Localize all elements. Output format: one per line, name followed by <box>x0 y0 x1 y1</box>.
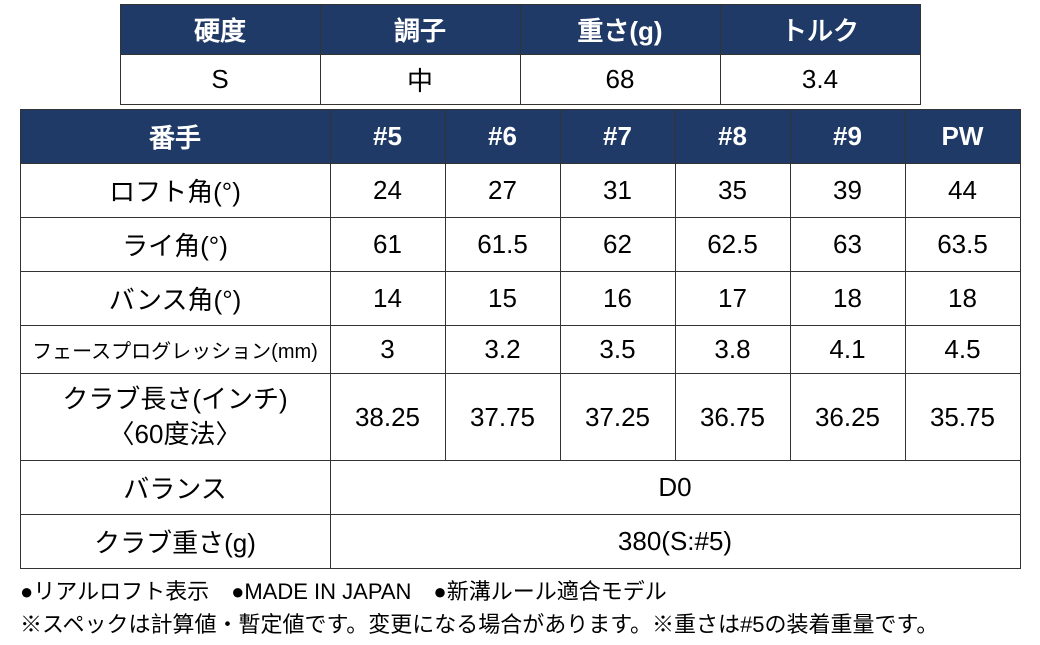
col-header-6: #6 <box>445 110 560 164</box>
cell-flex: 中 <box>320 55 520 105</box>
cell: 36.25 <box>790 374 905 461</box>
cell-torque: 3.4 <box>720 55 920 105</box>
cell: 15 <box>445 272 560 326</box>
footnote-line-2: ※スペックは計算値・暫定値です。変更になる場合があります。※重さは#5の装着重量… <box>20 608 1020 641</box>
cell-span: D0 <box>330 461 1020 515</box>
cell: 37.25 <box>560 374 675 461</box>
col-header-pw: PW <box>905 110 1020 164</box>
cell: 18 <box>790 272 905 326</box>
table-row: 硬度 調子 重さ(g) トルク <box>120 5 920 55</box>
cell-span: 380(S:#5) <box>330 515 1020 569</box>
shaft-spec-table: 硬度 調子 重さ(g) トルク S 中 68 3.4 <box>120 4 921 105</box>
col-header-flex: 調子 <box>320 5 520 55</box>
cell: 44 <box>905 164 1020 218</box>
row-label: クラブ重さ(g) <box>20 515 330 569</box>
cell: 35 <box>675 164 790 218</box>
cell: 24 <box>330 164 445 218</box>
club-spec-table: 番手 #5 #6 #7 #8 #9 PW ロフト角(°)242731353944… <box>20 109 1021 569</box>
cell: 4.5 <box>905 326 1020 374</box>
cell: 63.5 <box>905 218 1020 272</box>
cell: 62.5 <box>675 218 790 272</box>
row-label: フェースプログレッション(mm) <box>20 326 330 374</box>
row-label: クラブ長さ(インチ)〈60度法〉 <box>20 374 330 461</box>
cell-weight: 68 <box>520 55 720 105</box>
row-label: ロフト角(°) <box>20 164 330 218</box>
table-row: 番手 #5 #6 #7 #8 #9 PW <box>20 110 1020 164</box>
table-row: クラブ長さ(インチ)〈60度法〉38.2537.7537.2536.7536.2… <box>20 374 1020 461</box>
footnote: ●リアルロフト表示 ●MADE IN JAPAN ●新溝ルール適合モデル ※スペ… <box>20 575 1020 641</box>
table-row: S 中 68 3.4 <box>120 55 920 105</box>
col-header-8: #8 <box>675 110 790 164</box>
cell: 36.75 <box>675 374 790 461</box>
footnote-line-1: ●リアルロフト表示 ●MADE IN JAPAN ●新溝ルール適合モデル <box>20 575 1020 608</box>
cell: 18 <box>905 272 1020 326</box>
cell: 3.2 <box>445 326 560 374</box>
col-header-9: #9 <box>790 110 905 164</box>
cell: 37.75 <box>445 374 560 461</box>
cell: 16 <box>560 272 675 326</box>
cell: 14 <box>330 272 445 326</box>
col-header-torque: トルク <box>720 5 920 55</box>
table-row: バランスD0 <box>20 461 1020 515</box>
table-row: ロフト角(°)242731353944 <box>20 164 1020 218</box>
table-row: ライ角(°)6161.56262.56363.5 <box>20 218 1020 272</box>
col-header-weight: 重さ(g) <box>520 5 720 55</box>
cell: 3.8 <box>675 326 790 374</box>
cell: 38.25 <box>330 374 445 461</box>
table-row: クラブ重さ(g)380(S:#5) <box>20 515 1020 569</box>
cell: 4.1 <box>790 326 905 374</box>
cell: 31 <box>560 164 675 218</box>
cell: 27 <box>445 164 560 218</box>
cell: 61 <box>330 218 445 272</box>
row-label: バンス角(°) <box>20 272 330 326</box>
table-row: バンス角(°)141516171818 <box>20 272 1020 326</box>
table-row: フェースプログレッション(mm)33.23.53.84.14.5 <box>20 326 1020 374</box>
cell: 35.75 <box>905 374 1020 461</box>
col-header-5: #5 <box>330 110 445 164</box>
row-label: ライ角(°) <box>20 218 330 272</box>
col-header-hardness: 硬度 <box>120 5 320 55</box>
row-label-header: 番手 <box>20 110 330 164</box>
cell: 3.5 <box>560 326 675 374</box>
cell: 62 <box>560 218 675 272</box>
col-header-7: #7 <box>560 110 675 164</box>
row-label: バランス <box>20 461 330 515</box>
cell: 61.5 <box>445 218 560 272</box>
cell: 17 <box>675 272 790 326</box>
cell: 3 <box>330 326 445 374</box>
cell: 63 <box>790 218 905 272</box>
cell: 39 <box>790 164 905 218</box>
cell-hardness: S <box>120 55 320 105</box>
